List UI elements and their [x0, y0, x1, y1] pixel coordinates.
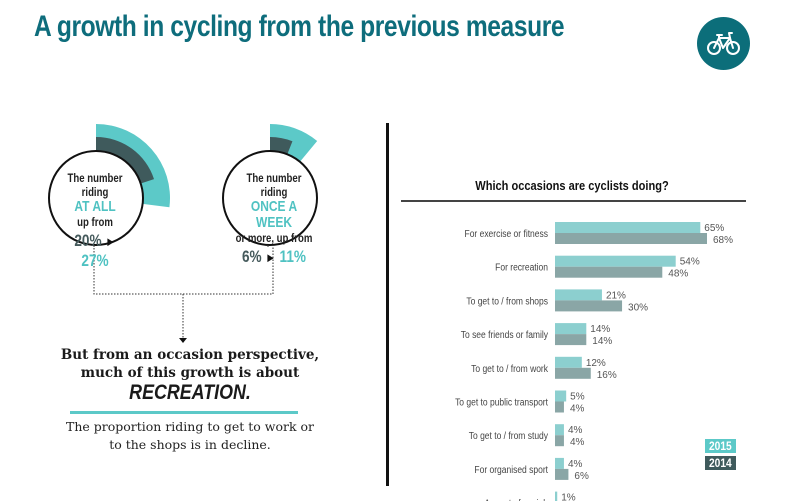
legend-label-2014: 2014 — [709, 456, 732, 470]
vertical-divider — [386, 123, 389, 486]
stat-from-value: 20% — [74, 231, 102, 250]
category-label: To get to / from work — [471, 363, 548, 374]
bar-2015 — [555, 289, 602, 301]
growth-diagram — [48, 124, 318, 343]
bar-2015 — [555, 491, 558, 501]
gauge-arc-old — [270, 137, 293, 155]
stat-sublabel: or more, up from — [235, 231, 313, 245]
stat-at-all: The number riding AT ALL up from 20% ► 2… — [59, 171, 131, 271]
value-label-2015: 1% — [561, 493, 576, 501]
legend-2015: 2015 — [705, 439, 736, 453]
conclusion-body: But from an occasion perspective, much o… — [60, 347, 320, 381]
value-label-2014: 30% — [628, 302, 648, 313]
bar-2014 — [555, 435, 564, 447]
conclusion-emphasis: RECREATION. — [129, 381, 251, 404]
category-label: For exercise or fitness — [465, 228, 549, 239]
bicycle-icon — [697, 17, 750, 70]
conclusion-subtext: The proportion riding to get to work or … — [65, 419, 315, 452]
value-label-2015: 65% — [704, 223, 724, 234]
legend-2014: 2014 — [705, 456, 736, 470]
value-label-2015: 5% — [570, 392, 585, 403]
bar-2015 — [555, 323, 587, 335]
bar-2014 — [555, 300, 623, 312]
bar-2014 — [555, 468, 569, 480]
stat-sublabel: up from — [77, 215, 113, 229]
bar-2015 — [555, 356, 582, 368]
value-label-2015: 14% — [590, 324, 610, 335]
category-label: To see friends or family — [461, 329, 549, 340]
value-label-2014: 4% — [570, 437, 585, 448]
value-label-2014: 68% — [713, 235, 733, 246]
category-label: To get to / from shops — [466, 296, 548, 307]
category-label: To get to public transport — [455, 397, 548, 408]
divider-rule — [70, 411, 298, 414]
play-arrow-icon: ► — [105, 234, 116, 249]
value-label-2015: 4% — [568, 425, 583, 436]
bar-2015 — [555, 255, 676, 267]
value-label-2015: 4% — [568, 459, 583, 470]
value-label-2014: 6% — [574, 471, 589, 482]
stat-from-value: 6% — [241, 247, 262, 266]
stat-highlight: ONCE A WEEK — [250, 198, 298, 231]
value-label-2014: 14% — [592, 336, 612, 347]
chart-title: Which occasions are cyclists doing? — [475, 178, 669, 193]
bar-2014 — [555, 367, 591, 379]
bar-2014 — [555, 334, 587, 346]
bar-2015 — [555, 222, 701, 233]
value-label-2014: 4% — [570, 404, 585, 415]
value-label-2015: 54% — [680, 257, 700, 268]
gauge-circle — [222, 150, 318, 246]
stat-label: The number riding — [67, 171, 123, 199]
bar-2014 — [555, 266, 663, 278]
stat-once-a-week: The number riding ONCE A WEEK or more, u… — [232, 171, 315, 267]
category-label: To get to / from study — [469, 431, 549, 442]
value-label-2014: 48% — [668, 269, 688, 280]
page-title: A growth in cycling from the previous me… — [34, 10, 565, 43]
chart-title-rule — [401, 200, 746, 202]
category-label: For recreation — [495, 262, 548, 273]
legend-label-2015: 2015 — [709, 439, 732, 453]
bar-2015 — [555, 390, 567, 402]
stat-to-value: 27% — [81, 251, 109, 270]
bar-2015 — [555, 457, 564, 469]
stat-label: The number riding — [246, 171, 302, 199]
category-label: For organised sport — [474, 464, 548, 475]
arrow-down-icon — [179, 338, 187, 343]
gauge-circle — [48, 150, 144, 246]
value-label-2014: 16% — [597, 370, 617, 381]
bar-2014 — [555, 233, 707, 244]
value-label-2015: 12% — [586, 358, 606, 369]
bar-2015 — [555, 424, 564, 436]
bar-2014 — [555, 401, 564, 413]
stat-to-value: 11% — [279, 247, 306, 266]
category-label: As part of my job — [484, 498, 548, 501]
value-label-2015: 21% — [606, 290, 626, 301]
play-arrow-icon: ► — [265, 250, 276, 265]
conclusion-text: But from an occasion perspective, much o… — [60, 346, 320, 404]
stat-highlight: AT ALL — [74, 198, 116, 215]
